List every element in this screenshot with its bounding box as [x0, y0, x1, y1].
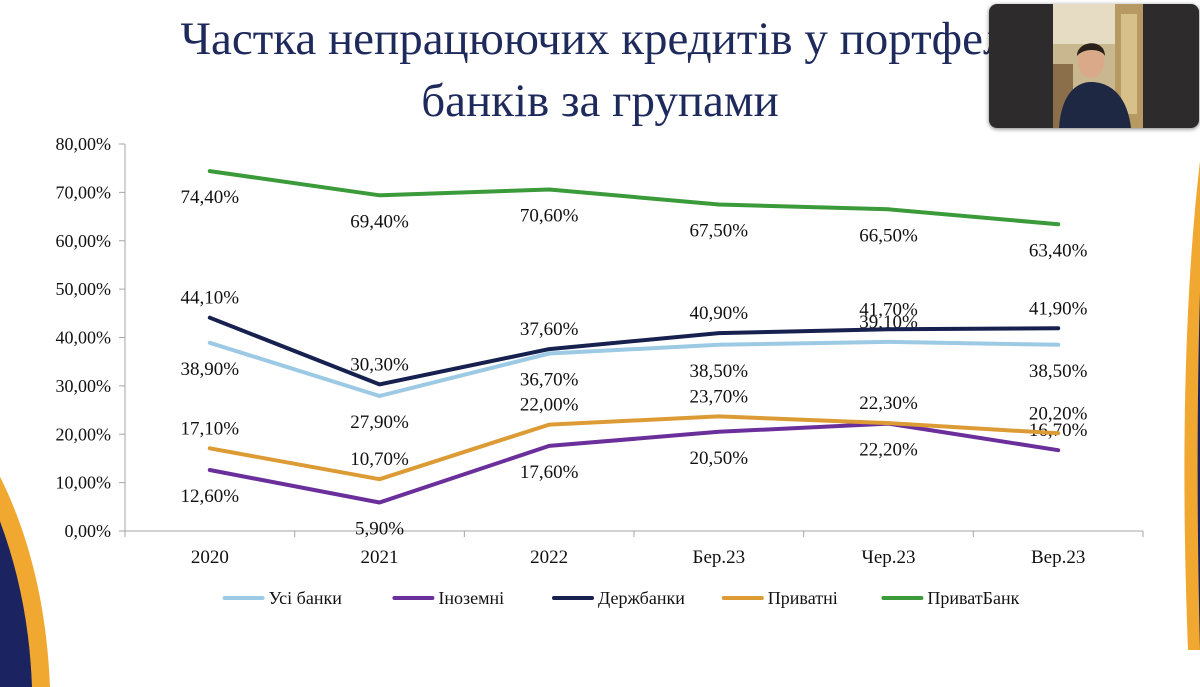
data-label: 38,90%	[181, 359, 240, 380]
data-label: 16,70%	[1029, 420, 1088, 441]
data-label: 36,70%	[520, 369, 579, 390]
x-tick-label: 2021	[361, 547, 399, 568]
participant-video-tile[interactable]	[989, 4, 1199, 128]
y-tick-label: 70,00%	[56, 182, 112, 202]
y-tick-label: 60,00%	[56, 231, 112, 251]
slide-title: Частка непрацюючих кредитів у портфелі б…	[0, 8, 1200, 132]
participant-video-icon	[1053, 4, 1143, 128]
x-tick-label: Чер.23	[861, 547, 915, 568]
slide-title-line-1: Частка непрацюючих кредитів у портфелі	[180, 13, 1020, 65]
data-label: 69,40%	[350, 211, 409, 232]
data-label: 40,90%	[690, 303, 749, 324]
data-label: 38,50%	[690, 361, 749, 382]
y-tick-label: 20,00%	[56, 424, 112, 444]
series-line-3	[207, 315, 1061, 387]
data-label: 37,60%	[520, 319, 579, 340]
data-label: 44,10%	[181, 288, 240, 309]
y-tick-label: 80,00%	[56, 134, 112, 154]
x-tick-label: Вер.23	[1031, 547, 1085, 568]
y-tick-label: 0,00%	[65, 521, 112, 541]
x-tick-label: 2020	[191, 547, 229, 568]
legend-label: Приватні	[768, 588, 838, 608]
data-label: 20,50%	[690, 448, 749, 469]
y-tick-label: 30,00%	[56, 376, 112, 396]
legend-label: Держбанки	[598, 588, 685, 608]
legend-label: ПриватБанк	[927, 588, 1019, 608]
data-label: 38,50%	[1029, 361, 1088, 382]
data-label: 17,10%	[181, 418, 240, 439]
data-label: 23,70%	[690, 386, 749, 407]
data-label: 41,90%	[1029, 298, 1088, 319]
data-label: 70,60%	[520, 205, 579, 226]
data-label: 41,70%	[859, 299, 918, 320]
data-label: 30,30%	[350, 354, 409, 375]
data-label: 22,30%	[859, 393, 918, 414]
series-line-4	[207, 414, 1061, 482]
npl-line-chart: 0,00% 10,00% 20,00% 30,00% 40,00% 50,00% 60,00…	[56, 134, 1144, 608]
data-label: 17,60%	[520, 462, 579, 483]
x-tick-label: Бер.23	[693, 547, 746, 568]
data-label: 74,40%	[181, 187, 240, 208]
data-label: 10,70%	[350, 449, 409, 470]
data-label: 22,00%	[520, 395, 579, 416]
series-line-5	[207, 169, 1061, 227]
data-label: 67,50%	[690, 220, 749, 241]
slide-edge-decoration	[1184, 161, 1200, 650]
series-line-2	[207, 421, 1061, 505]
data-label: 63,40%	[1029, 240, 1088, 261]
y-tick-label: 50,00%	[56, 279, 112, 299]
y-tick-label: 10,00%	[56, 473, 112, 493]
legend-label: Іноземні	[438, 588, 504, 608]
data-label: 22,20%	[859, 440, 918, 461]
slide-corner-decoration	[0, 476, 50, 687]
data-label: 12,60%	[181, 486, 240, 507]
legend-label: Усі банки	[269, 588, 343, 608]
series-line-1	[207, 339, 1061, 398]
y-tick-label: 40,00%	[56, 328, 112, 348]
x-tick-label: 2022	[530, 547, 568, 568]
data-label: 66,50%	[859, 225, 918, 246]
data-label: 20,20%	[1029, 403, 1088, 424]
slide-title-line-2: банків за групами	[421, 75, 779, 127]
data-label: 27,90%	[350, 412, 409, 433]
data-label: 5,90%	[355, 518, 404, 539]
